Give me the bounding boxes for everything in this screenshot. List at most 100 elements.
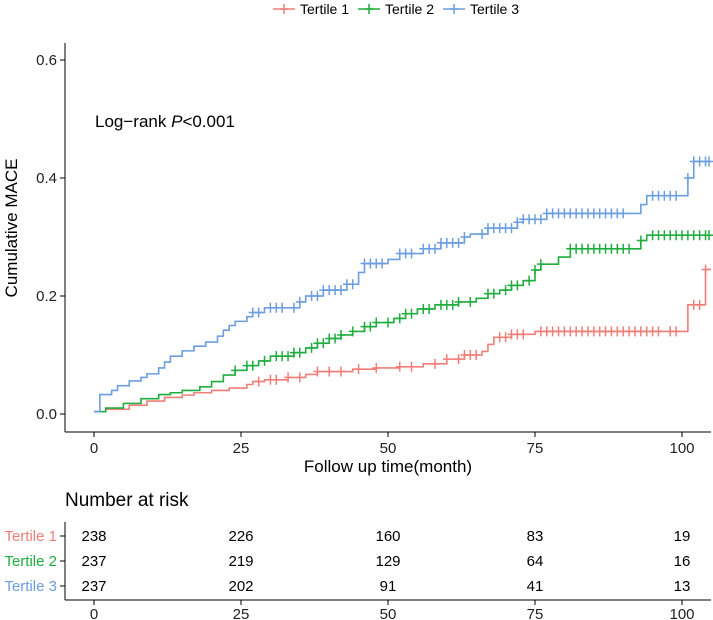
x-tick-label: 100 [669, 440, 694, 457]
y-tick-label: 0.0 [36, 406, 57, 423]
censor-mark [407, 308, 416, 319]
censor-mark [683, 173, 692, 183]
censor-mark [489, 288, 498, 299]
censor-mark [536, 214, 545, 225]
x-tick-label: 25 [233, 440, 250, 457]
y-axis-title: Cumulative MACE [2, 159, 21, 298]
censor-mark [295, 372, 304, 383]
censor-mark [231, 365, 240, 376]
legend-censor-tertile-1 [280, 4, 288, 14]
x-ticks: 0 25 50 75 100 [90, 432, 695, 457]
risk-row-label: Tertile 1 [4, 528, 57, 545]
legend: Tertile 1 Tertile 2 Tertile 3 [273, 1, 519, 17]
censor-mark [348, 326, 357, 337]
censor-mark [472, 350, 481, 360]
legend-label-tertile-3: Tertile 3 [470, 1, 519, 17]
censor-mark [672, 326, 681, 337]
x-axis-title: Follow up time(month) [304, 457, 472, 476]
y-tick-label: 0.2 [36, 288, 57, 305]
censor-mark [325, 366, 334, 377]
x-tick-label: 0 [90, 440, 98, 457]
risk-count: 41 [527, 578, 544, 595]
legend-censor-tertile-3 [450, 4, 458, 14]
x-tick-label: 50 [380, 440, 397, 457]
x-tick-label: 75 [527, 440, 544, 457]
censor-mark [348, 279, 357, 290]
legend-item-tertile-3: Tertile 3 [443, 1, 519, 17]
risk-count: 83 [527, 528, 544, 545]
censor-mark [466, 296, 475, 307]
risk-row-label: Tertile 2 [4, 553, 57, 570]
censor-mark [378, 258, 387, 269]
censor-mark [254, 307, 263, 318]
risk-row-tertile-2: Tertile 2 237 219 129 64 16 [4, 553, 690, 570]
series-layer [94, 156, 713, 413]
censor-mark [272, 374, 281, 385]
censor-mark [407, 248, 416, 259]
censor-mark [531, 265, 539, 276]
risk-table: Number at risk Tertile 1 238 226 160 83 19Ter… [4, 490, 711, 620]
risk-count: 13 [674, 578, 691, 595]
risk-count: 91 [380, 578, 397, 595]
risk-count: 64 [527, 553, 544, 570]
risk-row-tertile-3: Tertile 3 237 202 91 41 13 [4, 578, 690, 595]
censor-mark [372, 317, 381, 328]
censor-mark [442, 354, 451, 365]
censor-mark [431, 358, 440, 369]
legend-item-tertile-2: Tertile 2 [358, 1, 434, 17]
censor-mark [336, 366, 345, 377]
risk-count: 202 [228, 578, 253, 595]
censor-mark [336, 285, 345, 296]
censor-mark [619, 208, 628, 219]
censor-mark [525, 275, 534, 286]
censor-mark [425, 303, 434, 314]
censor-mark [313, 366, 322, 377]
series-line-tertile-2 [94, 234, 711, 413]
censor-mark [501, 285, 510, 296]
risk-count: 129 [375, 553, 400, 570]
legend-censor-tertile-2 [365, 4, 373, 14]
censor-mark [295, 296, 304, 307]
censor-mark [336, 329, 345, 340]
series-tertile-1 [94, 264, 711, 413]
censor-mark [454, 296, 463, 307]
risk-count: 237 [81, 553, 106, 570]
censor-mark [284, 372, 293, 383]
censor-mark [395, 313, 404, 324]
risk-count: 160 [375, 528, 400, 545]
censor-mark [448, 299, 457, 310]
risk-count: 19 [674, 528, 691, 545]
series-tertile-2 [94, 230, 713, 413]
censor-mark [278, 302, 287, 313]
legend-item-tertile-1: Tertile 1 [273, 1, 349, 17]
risk-row-label: Tertile 3 [4, 578, 57, 595]
risk-count: 238 [81, 528, 106, 545]
censor-mark [289, 302, 298, 313]
legend-label-tertile-1: Tertile 1 [300, 1, 349, 17]
censor-mark [705, 156, 713, 167]
censor-mark [625, 243, 634, 254]
censor-mark [507, 223, 516, 234]
censor-mark [284, 351, 293, 362]
censor-mark [701, 264, 710, 275]
censor-mark [248, 360, 257, 371]
risk-x-tick-label: 0 [90, 606, 98, 620]
risk-count: 219 [228, 553, 253, 570]
censor-mark [254, 376, 263, 387]
y-ticks: 0.0 0.2 0.4 0.6 [36, 52, 65, 423]
censor-mark [672, 190, 681, 201]
censor-mark [295, 347, 304, 358]
censor-mark [366, 321, 375, 332]
risk-count: 237 [81, 578, 106, 595]
censor-mark [513, 280, 522, 291]
censor-mark [705, 230, 713, 241]
risk-row-tertile-1: Tertile 1 238 226 160 83 19 [4, 528, 690, 545]
risk-x-tick-label: 100 [669, 606, 694, 620]
censor-mark [636, 235, 645, 246]
censor-mark [395, 361, 404, 372]
censor-mark [431, 243, 440, 254]
censor-mark [513, 217, 522, 228]
